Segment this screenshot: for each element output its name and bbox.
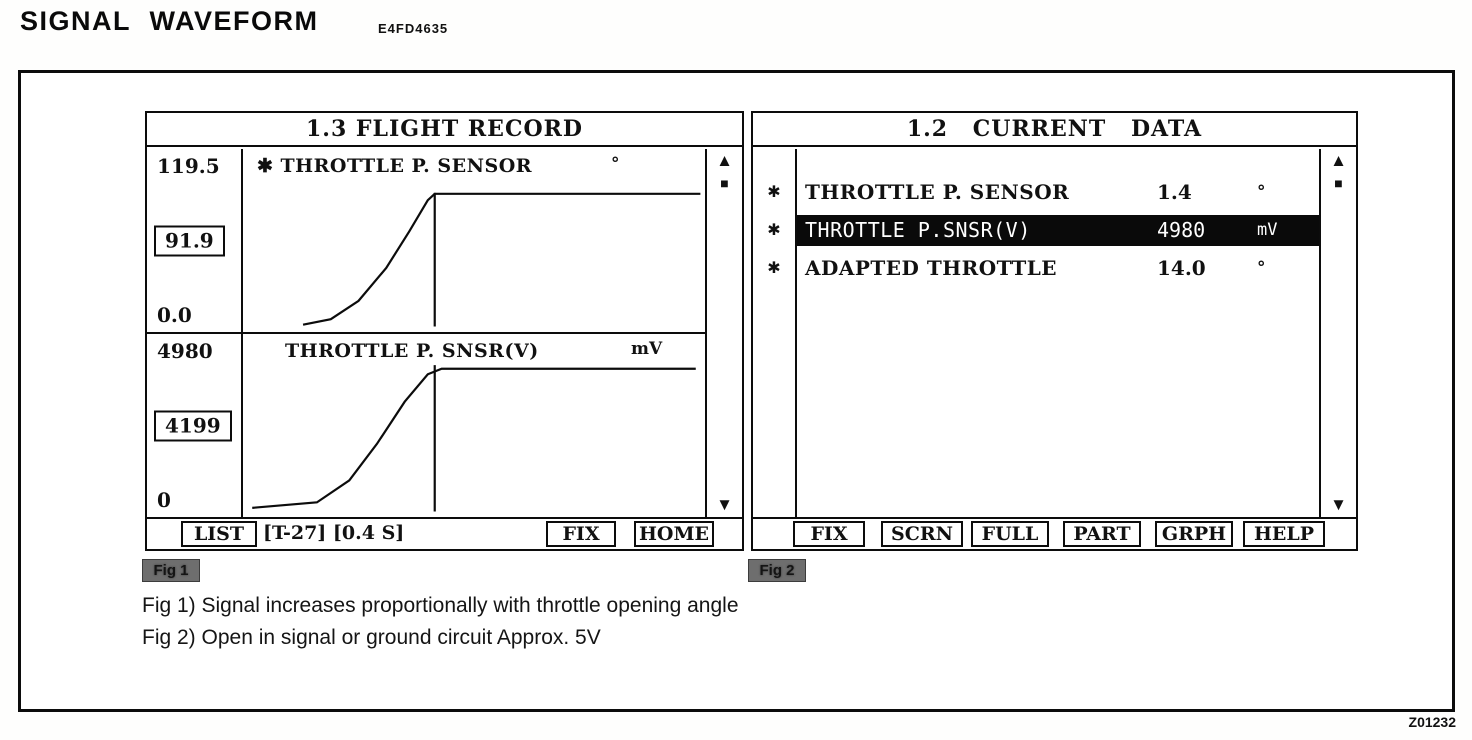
fix-button[interactable]: FIX [793,521,865,547]
scroll-up-icon[interactable]: ▲ [716,151,733,170]
home-button[interactable]: HOME [634,521,714,547]
graph2-scale-min: 0 [157,488,171,512]
row-value: 14.0 [1157,256,1206,280]
scrn-button[interactable]: SCRN [881,521,963,547]
fig2-caption: Fig 2) Open in signal or ground circuit … [142,626,601,649]
graph1-plot: ✱ THROTTLE P. SENSOR ° [243,149,705,332]
row-label: THROTTLE P. SENSOR [805,180,1070,204]
flight-record-title: 1.3 FLIGHT RECORD [147,113,742,147]
row-label: ADAPTED THROTTLE [805,256,1058,280]
graph2-plot: THROTTLE P. SNSR(V) mV [243,334,705,517]
full-button[interactable]: FULL [971,521,1049,547]
grph-button[interactable]: GRPH [1155,521,1233,547]
current-data-scrollbar[interactable]: ▲ ■ ▼ [1319,149,1356,517]
flight-record-scrollbar[interactable]: ▲ ■ ▼ [705,149,742,517]
graph2-curve [252,369,696,508]
current-data-list: ✱ THROTTLE P. SENSOR 1.4 ° ✱ THROTTLE P.… [753,149,1319,517]
part-button[interactable]: PART [1063,521,1141,547]
fix-button[interactable]: FIX [546,521,616,547]
fig2-badge: Fig 2 [748,559,806,582]
fig1-badge: Fig 1 [142,559,200,582]
graph2-scale: 4980 4199 0 [147,334,243,517]
row-label: THROTTLE P.SNSR(V) [805,218,1031,242]
graph1-waveform [243,149,705,332]
graph2-label: THROTTLE P. SNSR(V) [285,340,539,362]
graph2-unit: mV [631,339,663,359]
scroll-thumb-icon[interactable]: ■ [1334,175,1343,191]
row-value: 1.4 [1157,180,1192,204]
flight-record-panel: 1.3 FLIGHT RECORD 119.5 91.9 0.0 ✱ THROT… [145,111,744,551]
row-unit: ° [1257,182,1266,202]
graph1-marker-icon: ✱ [257,155,274,177]
graph-throttle-snsr-v: 4980 4199 0 THROTTLE P. SNSR(V) mV [147,334,705,517]
graph1-scale-max: 119.5 [157,154,220,178]
row-value: 4980 [1157,218,1206,242]
scroll-down-icon[interactable]: ▼ [1330,495,1347,514]
row-marker-icon: ✱ [767,260,781,277]
list-button[interactable]: LIST [181,521,257,547]
doc-ref: Z01232 [1408,714,1456,730]
graph-throttle-sensor: 119.5 91.9 0.0 ✱ THROTTLE P. SENSOR ° [147,149,705,334]
current-data-panel: 1.2 CURRENT DATA ✱ THROTTLE P. SENSOR 1.… [751,111,1358,551]
list-left-rule [795,149,797,517]
scroll-up-icon[interactable]: ▲ [1330,151,1347,170]
current-data-toolbar: FIX SCRN FULL PART GRPH HELP [753,517,1356,549]
graph1-label: ✱ THROTTLE P. SENSOR [257,155,533,177]
row-marker-icon: ✱ [767,222,781,239]
graph1-unit: ° [611,154,620,174]
help-button[interactable]: HELP [1243,521,1325,547]
fig1-caption: Fig 1) Signal increases proportionally w… [142,594,739,617]
page-code: E4FD4635 [378,21,449,36]
flight-record-toolbar: LIST [T-27] [0.4 S] FIX HOME [147,517,742,549]
graph1-curve [303,194,700,325]
time-range-label: [T-27] [0.4 S] [263,522,405,544]
graph1-scale-min: 0.0 [157,303,192,327]
graph2-waveform [243,334,705,517]
data-row-selected[interactable]: ✱ THROTTLE P.SNSR(V) 4980 mV [753,211,1319,249]
row-unit: mV [1257,220,1278,240]
row-marker-icon: ✱ [767,184,781,201]
current-data-title: 1.2 CURRENT DATA [753,113,1356,147]
figure-frame: 1.3 FLIGHT RECORD 119.5 91.9 0.0 ✱ THROT… [18,70,1455,712]
data-row[interactable]: ✱ ADAPTED THROTTLE 14.0 ° [753,249,1319,287]
data-row[interactable]: ✱ THROTTLE P. SENSOR 1.4 ° [753,173,1319,211]
page-title: SIGNAL WAVEFORM [20,6,319,36]
graph1-scale: 119.5 91.9 0.0 [147,149,243,332]
scroll-down-icon[interactable]: ▼ [716,495,733,514]
scroll-thumb-icon[interactable]: ■ [720,175,729,191]
graph1-cursor-value-box: 91.9 [154,225,225,256]
graph2-cursor-value-box: 4199 [154,410,232,441]
row-unit: ° [1257,258,1266,278]
graph2-scale-max: 4980 [157,339,213,363]
